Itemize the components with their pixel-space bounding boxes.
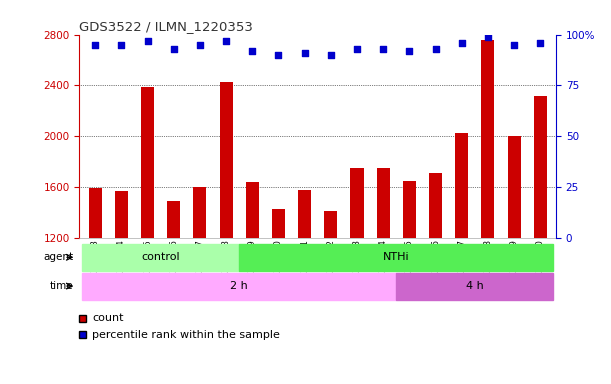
Text: control: control (141, 252, 180, 262)
Point (247, 48, 257, 54)
Bar (376, 168, 390, 238)
Bar (89, 189, 101, 238)
Point (169, 46, 178, 52)
Bar (82, 244, 239, 271)
Text: 4 h: 4 h (466, 281, 484, 291)
Point (326, 52, 335, 58)
Bar (272, 209, 285, 238)
Point (274, 52, 284, 58)
Bar (481, 40, 494, 238)
Text: agent: agent (43, 252, 73, 262)
Bar (167, 201, 180, 238)
Bar (298, 190, 311, 238)
Bar (397, 273, 554, 300)
Bar (351, 168, 364, 238)
Point (431, 46, 441, 52)
Point (378, 46, 388, 52)
Point (117, 42, 126, 48)
Point (142, 38, 152, 44)
Point (509, 42, 519, 48)
Text: 2 h: 2 h (230, 281, 248, 291)
Bar (115, 191, 128, 238)
Point (404, 48, 414, 54)
Point (90, 42, 100, 48)
Text: GDS3522 / ILMN_1220353: GDS3522 / ILMN_1220353 (79, 20, 254, 33)
Bar (455, 132, 468, 238)
Bar (429, 173, 442, 238)
Point (457, 40, 467, 46)
Text: time: time (49, 281, 73, 291)
Point (221, 38, 231, 44)
Text: count: count (92, 313, 124, 323)
Text: NTHi: NTHi (383, 252, 409, 262)
Bar (82, 273, 397, 300)
Bar (219, 82, 233, 238)
Bar (141, 87, 154, 238)
Bar (324, 211, 337, 238)
Bar (193, 187, 207, 238)
Bar (246, 182, 259, 238)
Point (535, 40, 545, 46)
Bar (508, 136, 521, 238)
Bar (239, 244, 554, 271)
Point (300, 50, 310, 56)
Point (483, 33, 493, 40)
Text: percentile rank within the sample: percentile rank within the sample (92, 330, 280, 340)
Point (195, 42, 205, 48)
Point (352, 46, 362, 52)
Bar (403, 181, 416, 238)
Bar (534, 96, 547, 238)
